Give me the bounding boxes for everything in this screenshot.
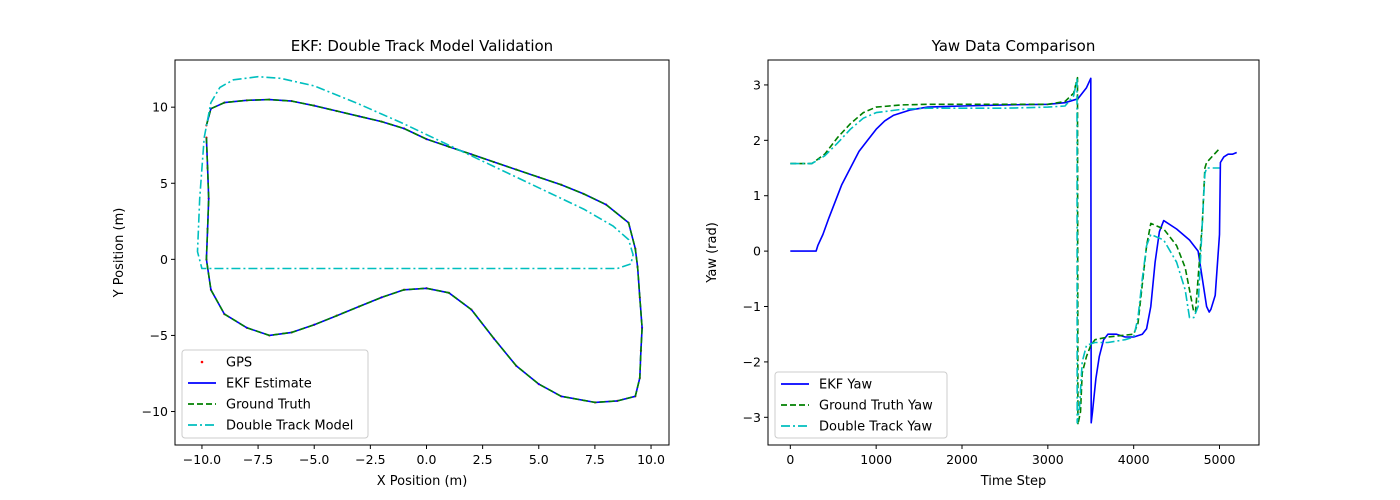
trajectory-x-tick-label: −2.5 [355, 452, 385, 467]
yaw-y-axis-label: Yaw (rad) [705, 222, 720, 284]
yaw-x-tick-label: 5000 [1204, 452, 1236, 467]
yaw-chart-title: Yaw Data Comparison [931, 37, 1096, 55]
trajectory-legend-box [181, 349, 369, 439]
trajectory-legend-label-ground-truth: Ground Truth [226, 398, 311, 413]
trajectory-legend-label-double-track-model: Double Track Model [226, 419, 353, 434]
trajectory-legend: GPS EKF Estimate Ground Truth Double Track … [181, 349, 369, 439]
trajectory-ground-truth-line [205, 98, 643, 404]
trajectory-axis-ticks: −10.0 −7.5 −5.0 −2.5 0.0 2.5 5.0 7.5 10.0 −10 −5 0 5… [142, 100, 665, 467]
yaw-y-tick-label: 0 [753, 244, 761, 259]
trajectory-y-tick-label: −10 [142, 404, 168, 419]
trajectory-legend-label-ekf-estimate: EKF Estimate [226, 377, 312, 392]
yaw-x-tick-label: 2000 [946, 452, 978, 467]
trajectory-legend-swatch-gps [200, 360, 204, 364]
trajectory-x-axis-label: X Position (m) [377, 474, 468, 489]
yaw-ekf-yaw-line [790, 77, 1237, 424]
yaw-x-tick-label: 0 [786, 452, 794, 467]
yaw-double-track-yaw-line [790, 78, 1220, 424]
yaw-x-tick-label: 3000 [1032, 452, 1064, 467]
yaw-y-tick-label: −3 [743, 410, 761, 425]
trajectory-y-tick-label: 0 [160, 252, 168, 267]
trajectory-y-tick-label: 5 [160, 176, 168, 191]
trajectory-x-tick-label: 7.5 [585, 452, 605, 467]
trajectory-plot-frame [174, 59, 670, 446]
trajectory-chart-title: EKF: Double Track Model Validation [291, 37, 553, 55]
trajectory-series-layer [196, 75, 644, 404]
trajectory-y-tick-label: −5 [150, 328, 168, 343]
trajectory-x-tick-label: −5.0 [299, 452, 329, 467]
trajectory-legend-label-gps: GPS [226, 356, 252, 371]
trajectory-x-tick-label: −10.0 [183, 452, 221, 467]
yaw-legend-label-ekf-yaw: EKF Yaw [819, 378, 872, 393]
trajectory-x-tick-label: 0.0 [417, 452, 437, 467]
yaw-y-tick-label: 1 [753, 188, 761, 203]
yaw-x-axis-label: Time Step [980, 474, 1047, 489]
yaw-legend: EKF Yaw Ground Truth Yaw Double Track Yaw [774, 371, 948, 439]
yaw-y-tick-label: 3 [753, 77, 761, 92]
yaw-y-tick-label: 2 [753, 133, 761, 148]
trajectory-x-tick-label: 10.0 [637, 452, 665, 467]
trajectory-x-tick-label: −7.5 [243, 452, 273, 467]
yaw-legend-label-double-track-yaw: Double Track Yaw [819, 420, 932, 435]
yaw-y-tick-label: −2 [743, 354, 761, 369]
yaw-x-tick-label: 4000 [1118, 452, 1150, 467]
yaw-legend-box [774, 371, 948, 439]
trajectory-chart: −10.0 −7.5 −5.0 −2.5 0.0 2.5 5.0 7.5 10.0 −10 −5 0 5… [112, 37, 670, 489]
trajectory-x-tick-label: 2.5 [473, 452, 493, 467]
trajectory-y-axis-label: Y Position (m) [112, 208, 127, 299]
yaw-x-tick-label: 1000 [860, 452, 892, 467]
yaw-legend-label-ground-truth-yaw: Ground Truth Yaw [819, 399, 933, 414]
yaw-y-tick-label: −1 [743, 299, 761, 314]
yaw-ground-truth-yaw-line [790, 76, 1221, 426]
trajectory-y-tick-label: 10 [152, 100, 168, 115]
yaw-series-layer [790, 76, 1237, 426]
trajectory-double-track-model-line [196, 75, 634, 270]
trajectory-x-tick-label: 5.0 [529, 452, 549, 467]
yaw-plot-frame [767, 59, 1260, 446]
yaw-chart: 0 1000 2000 3000 4000 5000 −3 −2 −1 0 1 2 3 Yaw Data… [705, 37, 1260, 489]
yaw-axis-ticks: 0 1000 2000 3000 4000 5000 −3 −2 −1 0 1 2 3 [743, 77, 1236, 467]
